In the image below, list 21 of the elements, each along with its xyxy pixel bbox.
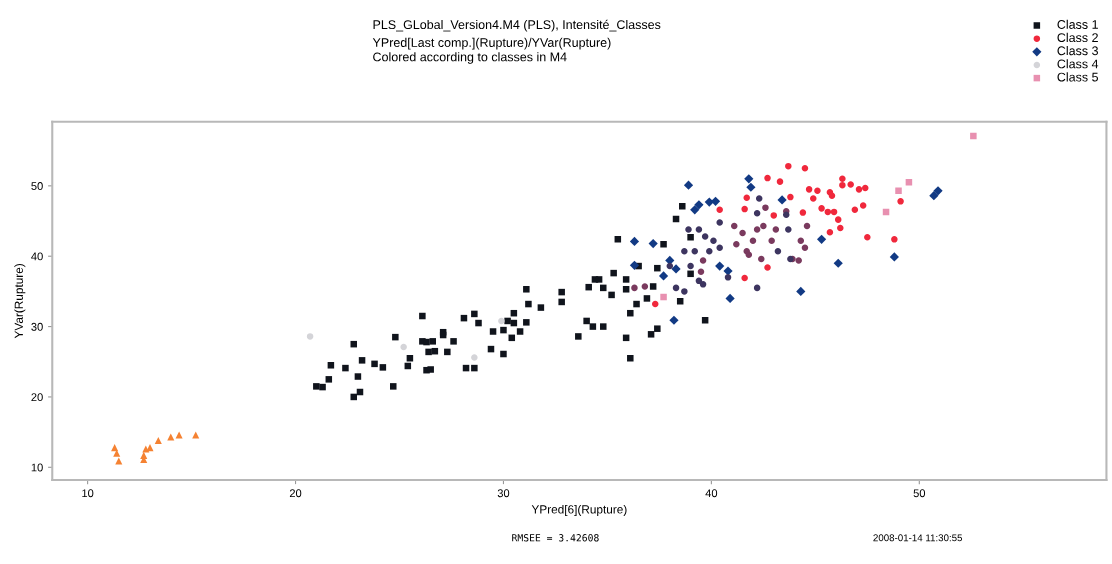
y-tick-label: 50 [31,182,43,190]
chart-title: PLS_GLobal_Version4.M4 (PLS), Intensité_Classes [373,19,661,32]
legend-label: Class 1 [1057,19,1098,29]
y-tick-label: 30 [31,322,43,331]
x-tick-label: 30 [497,489,510,498]
x-tick-label: 10 [82,489,94,498]
x-tick-label: 40 [705,489,718,498]
y-tick-label: 40 [31,252,43,261]
text: 2008-01-14 11:30:55 [873,534,963,542]
text: RMSEE = 3.42608 [512,534,599,542]
y-tick-label: 20 [31,393,43,402]
legend-label: Class 5 [1057,72,1098,82]
y-axis-title: YVar(Rupture) [14,264,26,339]
legend-label: Class 3 [1057,46,1098,56]
legend-label: Class 4 [1057,59,1099,69]
x-tick-label: 50 [913,489,926,498]
x-tick-label: 20 [289,489,302,498]
x-axis-title: YPred[6](Rupture) [531,504,627,516]
y-tick-label: 10 [31,463,43,472]
legend-label: Class 2 [1057,32,1098,43]
chart-subtitle: YPred[Last comp.](Rupture)/YVar(Rupture) Colored according to classes in M4 [372,37,611,64]
